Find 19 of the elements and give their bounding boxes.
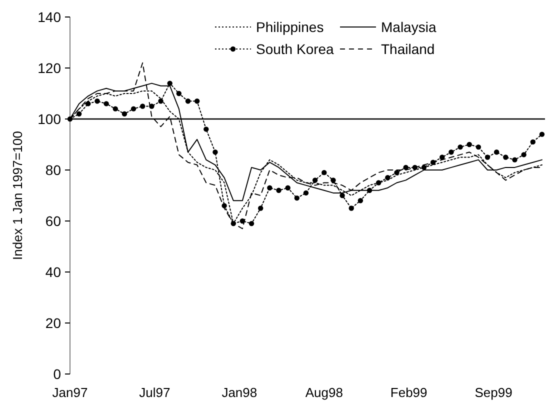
y-tick-label: 20 [45, 314, 62, 331]
x-tick-label: Feb99 [390, 385, 428, 400]
y-tick-label: 80 [45, 162, 62, 178]
legend-label: Malaysia [381, 18, 436, 35]
legend-label: South Korea [256, 40, 334, 57]
y-tick-label: 100 [38, 110, 62, 127]
y-tick-label: 60 [45, 212, 62, 229]
y-tick-label: 0 [53, 366, 62, 382]
x-tick-label: Aug98 [305, 385, 343, 400]
x-tick-label: Jul97 [139, 385, 170, 400]
y-tick-label: 140 [38, 8, 62, 25]
y-axis-title: Index 1 Jan 1997=100 [10, 130, 25, 260]
y-tick-label: 120 [38, 60, 62, 76]
x-tick-label: Jan98 [222, 385, 258, 400]
legend-label: Philippines [256, 18, 324, 35]
x-tick-label: Sep99 [474, 385, 512, 400]
x-tick-label: Jan97 [52, 385, 88, 400]
y-tick-label: 40 [45, 264, 62, 280]
legend-label: Thailand [381, 40, 435, 57]
